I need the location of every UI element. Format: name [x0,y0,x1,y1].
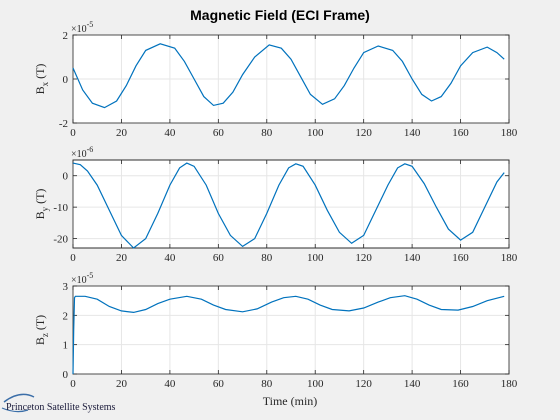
y-axis-label-main: B [33,337,47,345]
x-tick-label: 40 [164,127,176,139]
x-tick-label: 60 [213,378,225,390]
x-tick-label: 40 [164,378,176,390]
y-tick-label: 1 [63,340,69,352]
y-exponent-power: -5 [87,271,94,280]
x-tick-label: 0 [70,127,76,139]
x-tick-label: 20 [116,378,128,390]
x-tick-label: 180 [501,127,518,139]
x-tick-label: 120 [355,127,372,139]
x-tick-label: 140 [404,252,421,264]
y-axis-label-unit: (T) [33,315,47,333]
axes-frame [73,160,509,248]
x-tick-label: 180 [501,252,518,264]
plot-by: 0 20 40 60 80 100 120 140 160 180-20-100×10-6By (… [33,145,518,264]
x-tick-label: 140 [404,378,421,390]
x-tick-label: 20 [116,127,128,139]
plot-bx: 0 20 40 60 80 100 120 140 160 180-202×10-5Bx (T) [33,20,518,139]
y-axis-label-unit: (T) [33,64,47,82]
y-exponent-power: -6 [87,145,94,154]
y-axis-label: By (T) [33,189,50,220]
x-tick-label: 80 [261,378,273,390]
x-tick-label: 160 [452,127,469,139]
x-tick-label: 80 [261,252,273,264]
y-exponent-label: ×10-5 [71,271,93,286]
x-axis-label: Time (min) [263,394,318,408]
x-tick-label: 120 [355,378,372,390]
x-tick-label: 100 [307,252,324,264]
y-tick-label: 2 [63,30,69,42]
axes-frame [73,286,509,374]
y-tick-label: -2 [59,118,68,130]
x-tick-label: 100 [307,127,324,139]
x-tick-label: 160 [452,252,469,264]
brand-logo: Princeton Satellite Systems [2,394,116,413]
y-axis-label-main: B [33,86,47,94]
figure-title: Magnetic Field (ECI Frame) [190,7,370,23]
brand-name: Princeton Satellite Systems [6,402,116,413]
x-tick-label: 160 [452,378,469,390]
y-exponent-label: ×10-5 [71,20,93,35]
y-tick-label: 2 [63,310,69,322]
y-axis-label: Bz (T) [33,315,50,345]
x-tick-label: 20 [116,252,128,264]
x-tick-label: 80 [261,127,273,139]
x-tick-label: 60 [213,252,225,264]
x-tick-label: 100 [307,378,324,390]
plot-bz: 0 20 40 60 80 100 120 140 160 180 0 1 2 3×10-5 Bz (T) [33,271,518,390]
y-exponent-label: ×10-6 [71,145,93,160]
y-tick-label: 0 [63,369,69,381]
y-axis-label-main: B [33,211,47,219]
y-exponent-power: -5 [87,20,94,29]
y-axis-label: Bx (T) [33,64,50,95]
x-tick-label: 60 [213,127,225,139]
y-tick-label: 3 [63,281,69,293]
x-tick-label: 40 [164,252,176,264]
x-tick-label: 120 [355,252,372,264]
x-tick-label: 0 [70,378,76,390]
y-tick-label: -10 [53,202,68,214]
y-tick-label: 0 [63,171,69,183]
y-axis-label-unit: (T) [33,189,47,207]
x-tick-label: 0 [70,252,76,264]
y-tick-label: -20 [53,234,68,246]
x-tick-label: 180 [501,378,518,390]
y-tick-label: 0 [63,74,69,86]
x-tick-label: 140 [404,127,421,139]
logo-swoosh-icon [4,394,34,402]
